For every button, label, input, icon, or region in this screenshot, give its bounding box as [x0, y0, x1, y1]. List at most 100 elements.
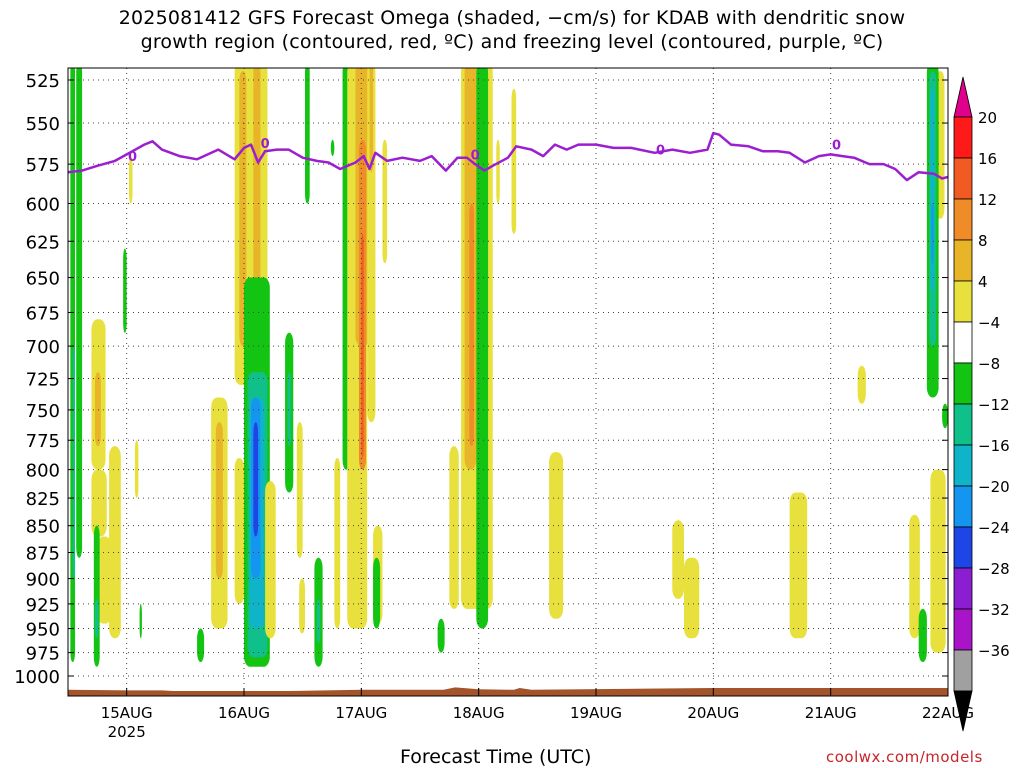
- omega-region: [437, 618, 445, 653]
- colorbar-label: −20: [978, 478, 1010, 496]
- omega-region: [330, 139, 335, 157]
- omega-region: [287, 372, 291, 447]
- colorbar-swatch: [953, 280, 973, 323]
- omega-region: [197, 628, 205, 663]
- colorbar-label: 16: [978, 150, 997, 168]
- omega-region: [469, 203, 474, 447]
- omega-region: [931, 203, 934, 264]
- chart-title-line1: 2025081412 GFS Forecast Omega (shaded, −…: [118, 7, 906, 29]
- colorbar-label: −36: [978, 642, 1010, 660]
- omega-region: [91, 469, 107, 537]
- colorbar-swatch: [953, 321, 973, 364]
- y-tick-label: 925: [26, 595, 60, 616]
- y-tick-label: 725: [26, 370, 60, 391]
- y-tick-label: 900: [26, 570, 60, 591]
- y-tick-label: 850: [26, 517, 60, 538]
- y-tick-label: 800: [26, 461, 60, 482]
- colorbar-label: 4: [978, 273, 988, 291]
- colorbar-swatch: [953, 608, 973, 651]
- x-axis-label: Forecast Time (UTC): [400, 746, 592, 768]
- colorbar-swatch: [953, 198, 973, 241]
- omega-region: [930, 469, 946, 653]
- omega-region: [215, 422, 223, 579]
- omega-region: [253, 68, 261, 292]
- omega-region: [129, 156, 133, 204]
- y-tick-label: 525: [26, 71, 60, 92]
- y-tick-label: 825: [26, 489, 60, 510]
- colorbar-cap-top: [953, 76, 973, 118]
- plot-frame: [67, 67, 949, 697]
- y-tick-label: 650: [26, 269, 60, 290]
- colorbar: 20 16 12 8 4 −4 −8 −12 −16 −20 −24 −28 −32 −36: [953, 76, 1010, 732]
- colorbar-swatch: [953, 444, 973, 487]
- credit-link[interactable]: coolwx.com/models: [826, 748, 983, 766]
- omega-region: [109, 446, 121, 639]
- y-tick-label: 550: [26, 114, 60, 135]
- y-tick-label: 975: [26, 644, 60, 665]
- freezing-level-label: 0: [656, 144, 665, 159]
- colorbar-swatch: [953, 362, 973, 405]
- y-tick-label: 675: [26, 303, 60, 324]
- omega-region: [265, 481, 276, 639]
- omega-region: [123, 248, 127, 333]
- colorbar-label: 12: [978, 191, 997, 209]
- x-tick-label: 19AUG: [570, 704, 622, 722]
- colorbar-label: −4: [978, 314, 1000, 332]
- y-tick-label: 1000: [14, 667, 60, 688]
- freezing-level-label: 0: [128, 150, 137, 165]
- omega-region: [134, 440, 139, 499]
- omega-region: [299, 578, 306, 634]
- omega-region: [361, 233, 364, 458]
- y-tick-label: 625: [26, 232, 60, 253]
- freezing-level-label: 0: [471, 148, 480, 163]
- omega-region: [496, 139, 500, 204]
- colorbar-label: −8: [978, 355, 1000, 373]
- colorbar-swatch: [953, 157, 973, 200]
- omega-region: [672, 520, 684, 599]
- omega-region: [857, 365, 866, 404]
- omega-region: [253, 422, 259, 537]
- chart-title: 2025081412 GFS Forecast Omega (shaded, −…: [0, 6, 1024, 54]
- omega-region: [549, 452, 564, 619]
- omega-region: [909, 514, 920, 639]
- colorbar-swatch: [953, 239, 973, 282]
- terrain-surface: [68, 687, 948, 696]
- colorbar-label: −28: [978, 560, 1010, 578]
- omega-region: [316, 598, 321, 644]
- x-tick-label: 16AUG: [218, 704, 270, 722]
- colorbar-label: 8: [978, 232, 988, 250]
- colorbar-label: −12: [978, 396, 1010, 414]
- omega-region: [942, 403, 948, 429]
- omega-region: [305, 68, 310, 204]
- omega-region: [296, 422, 303, 558]
- x-tick-label: 20AUG: [687, 704, 739, 722]
- x-axis: 15AUG 16AUG 17AUG 18AUG 19AUG 20AUG 21AUG 22AUG…: [101, 688, 974, 741]
- colorbar-label: 20: [978, 109, 997, 127]
- omega-region: [97, 536, 112, 624]
- omega-region: [918, 608, 927, 663]
- omega-region: [369, 68, 374, 173]
- y-tick-label: 950: [26, 620, 60, 641]
- omega-region: [476, 68, 489, 629]
- omega-region: [139, 603, 142, 639]
- omega-region: [373, 557, 381, 629]
- colorbar-swatch: [953, 649, 973, 692]
- omega-region: [334, 457, 341, 629]
- colorbar-swatch: [953, 485, 973, 528]
- omega-region: [93, 525, 100, 667]
- surface-fill: [68, 687, 948, 696]
- y-tick-label: 700: [26, 337, 60, 358]
- y-axis: 525 550 575 600 625 650 675 700 725 750 775 800 825 8…: [14, 71, 948, 688]
- freezing-level-label: 0: [832, 139, 841, 154]
- colorbar-label: −24: [978, 519, 1010, 537]
- x-year-label: 2025: [108, 723, 146, 741]
- omega-region: [94, 598, 99, 639]
- x-tick-label: 15AUG: [101, 704, 153, 722]
- colorbar-cap-bottom: [953, 690, 973, 732]
- omega-region: [72, 346, 76, 579]
- freezing-level-line: [68, 131, 948, 182]
- colorbar-swatch: [953, 526, 973, 569]
- x-tick-label: 17AUG: [335, 704, 387, 722]
- y-tick-label: 600: [26, 195, 60, 216]
